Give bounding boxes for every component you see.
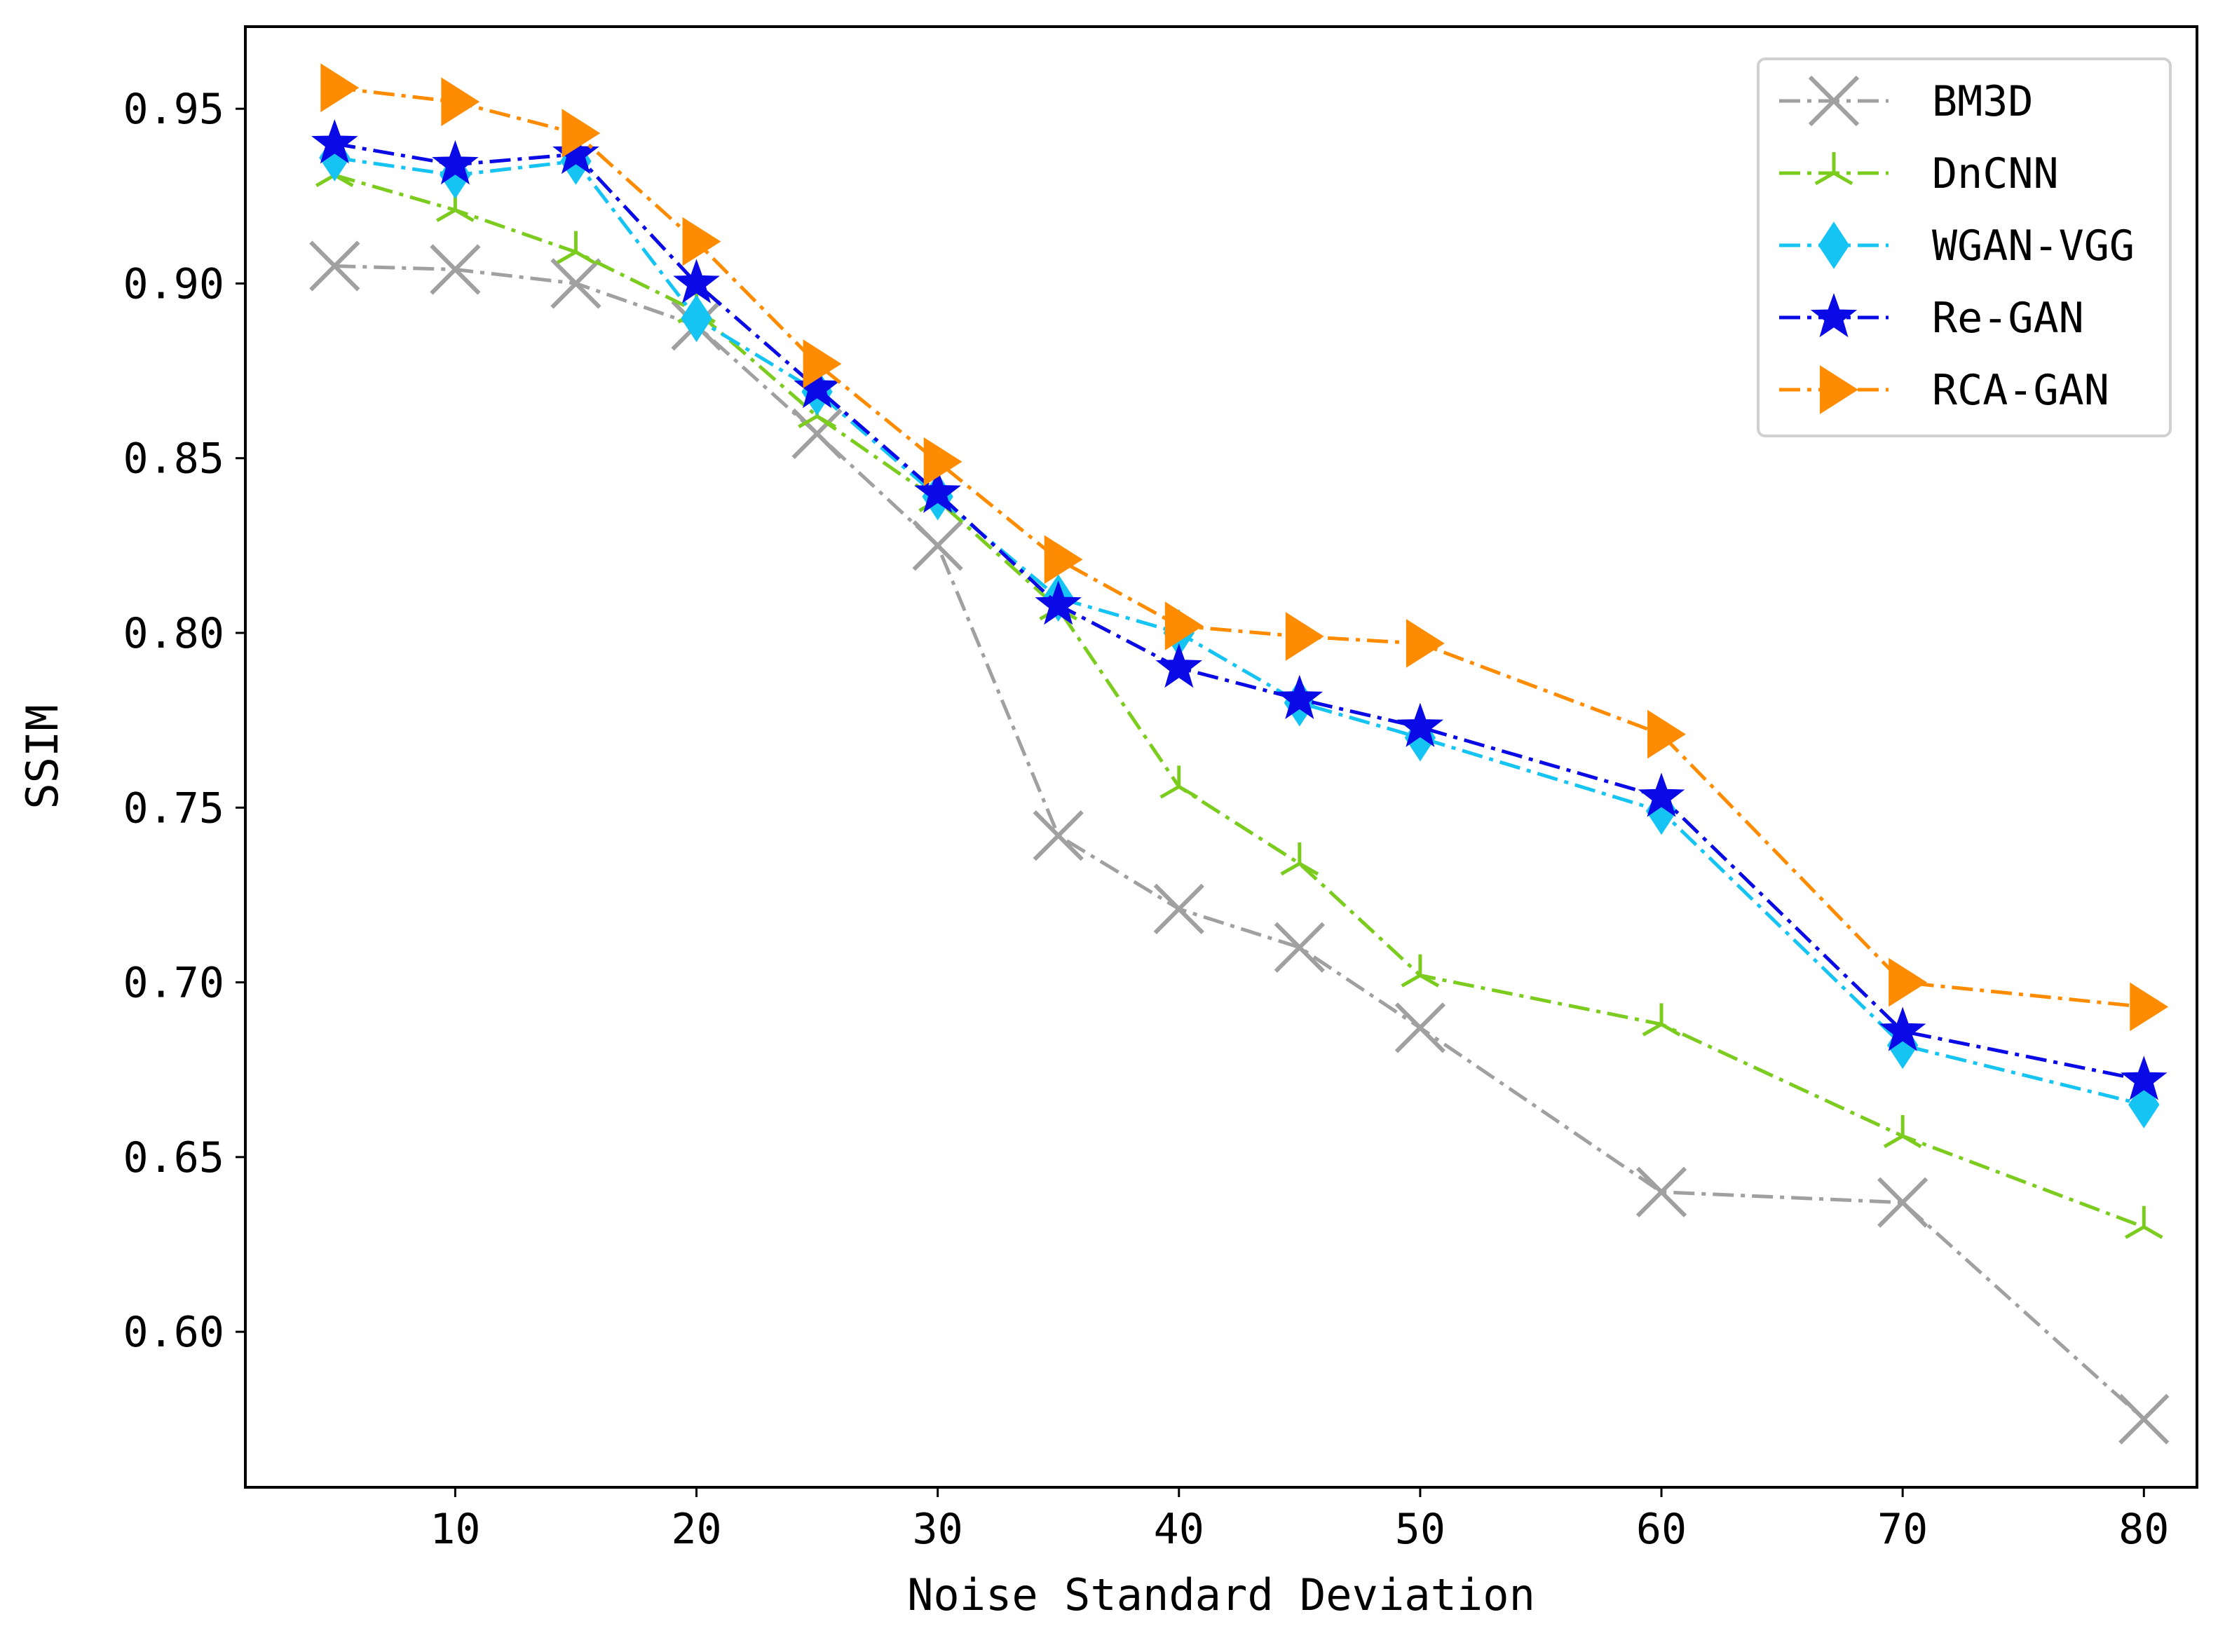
data-point-rca-gan (2130, 982, 2169, 1032)
x-tick-label: 40 (1154, 1505, 1204, 1554)
data-point-dncnn (1159, 765, 1199, 799)
data-point-rca-gan (441, 77, 480, 127)
data-point-re-gan (1638, 772, 1685, 817)
legend-marker-re-gan (1810, 292, 1858, 338)
y-tick-label: 0.70 (123, 959, 225, 1008)
y-tick-label: 0.65 (123, 1133, 225, 1182)
data-point-rca-gan (562, 109, 601, 158)
data-point-re-gan (1155, 643, 1203, 688)
series-layer (309, 63, 2170, 1445)
y-tick-label: 0.90 (123, 259, 225, 308)
data-point-re-gan (1879, 1006, 1926, 1051)
data-point-bm3d (430, 244, 481, 295)
data-point-dncnn (1280, 842, 1319, 876)
x-tick-label: 80 (2118, 1505, 2169, 1554)
data-point-rca-gan (1889, 957, 1928, 1007)
data-point-wgan-vgg (681, 294, 712, 343)
data-point-bm3d (1635, 1166, 1687, 1217)
legend-label-dncnn: DnCNN (1932, 149, 2059, 198)
y-tick-label: 0.75 (123, 784, 225, 833)
data-point-dncnn (1401, 954, 1440, 988)
data-point-re-gan (1035, 580, 1082, 625)
legend-marker-dncnn (1814, 152, 1853, 186)
data-point-dncnn (2124, 1206, 2163, 1239)
data-point-bm3d (1153, 883, 1204, 935)
x-axis-title: Noise Standard Deviation (907, 1569, 1535, 1620)
legend-label-wgan-vgg: WGAN-VGG (1932, 221, 2135, 271)
legend-marker-bm3d (1808, 75, 1860, 127)
x-tick-label: 50 (1395, 1505, 1445, 1554)
data-point-re-gan (311, 119, 358, 164)
data-point-re-gan (914, 468, 961, 513)
data-point-re-gan (1396, 702, 1444, 747)
data-point-rca-gan (320, 63, 360, 113)
data-point-bm3d (550, 258, 601, 309)
x-tick-label: 20 (671, 1505, 721, 1554)
data-point-bm3d (2118, 1393, 2170, 1445)
x-tick-label: 10 (430, 1505, 480, 1554)
data-point-rca-gan (803, 339, 842, 388)
x-tick-label: 30 (913, 1505, 963, 1554)
legend-label-re-gan: Re-GAN (1932, 294, 2084, 343)
y-tick-label: 0.80 (123, 609, 225, 658)
data-point-dncnn (557, 231, 595, 264)
data-point-bm3d (1394, 1002, 1446, 1053)
data-point-re-gan (1276, 674, 1324, 720)
legend: BM3D DnCNN WGAN-VGG Re-GAN RCA-GAN (1757, 57, 2172, 437)
legend-marker-wgan-vgg (1818, 221, 1850, 269)
x-tick-label: 70 (1877, 1505, 1928, 1554)
data-point-dncnn (1883, 1114, 1922, 1149)
x-tick-label: 60 (1636, 1505, 1687, 1554)
plot-frame (244, 25, 2198, 1489)
data-point-rca-gan (1044, 535, 1083, 585)
data-point-re-gan (2121, 1056, 2168, 1100)
y-tick-label: 0.60 (123, 1308, 225, 1357)
data-point-bm3d (1033, 810, 1084, 861)
data-point-rca-gan (1406, 619, 1445, 668)
legend-box (1757, 57, 2172, 437)
data-point-dncnn (1642, 1003, 1681, 1037)
y-tick-label: 0.85 (123, 435, 225, 484)
series-re-gan (311, 119, 2168, 1100)
data-point-rca-gan (682, 217, 721, 266)
data-point-bm3d (1274, 922, 1325, 973)
data-point-bm3d (309, 240, 360, 292)
data-point-re-gan (432, 139, 479, 185)
data-point-rca-gan (1285, 612, 1324, 661)
series-rca-gan (320, 63, 2169, 1032)
legend-label-rca-gan: RCA-GAN (1932, 366, 2109, 415)
data-point-rca-gan (923, 437, 962, 486)
data-point-bm3d (912, 520, 963, 571)
legend-label-bm3d: BM3D (1932, 77, 2034, 126)
data-point-rca-gan (1164, 601, 1204, 650)
legend-marker-rca-gan (1820, 365, 1858, 414)
data-point-re-gan (673, 259, 720, 303)
data-point-bm3d (1877, 1177, 1928, 1228)
data-point-re-gan (794, 364, 841, 409)
y-axis-title: SSIM (17, 704, 68, 809)
data-point-rca-gan (1647, 709, 1686, 759)
y-tick-label: 0.95 (123, 85, 225, 134)
data-point-bm3d (791, 408, 843, 459)
axes-layer: 10 20 30 40 50 60 70 80 0.60 0.65 0.70 0.75 0.80 0.85… (123, 85, 2170, 1554)
